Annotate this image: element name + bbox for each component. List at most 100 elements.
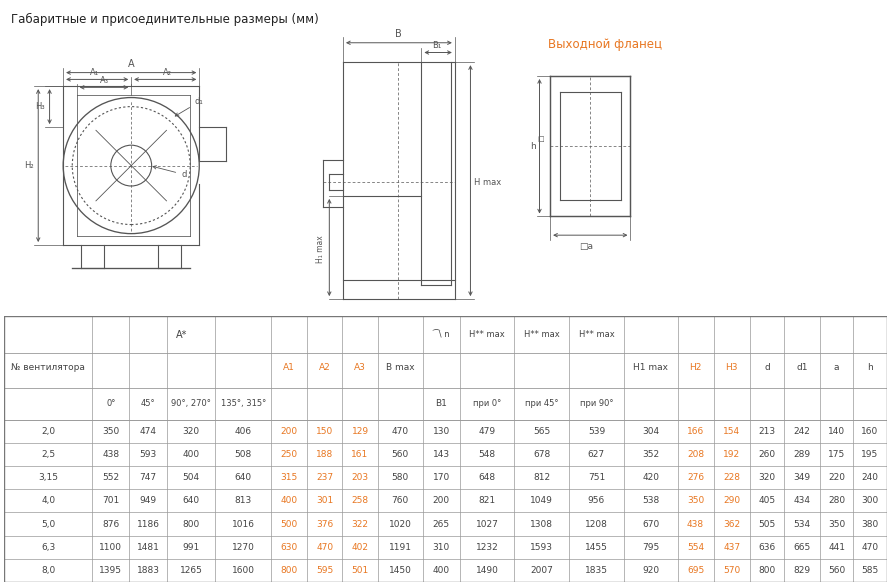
Text: 192: 192 <box>723 450 740 459</box>
Text: 438: 438 <box>687 519 704 529</box>
Text: 1600: 1600 <box>232 566 255 575</box>
Text: 1208: 1208 <box>585 519 608 529</box>
Text: 695: 695 <box>687 566 704 575</box>
Text: 580: 580 <box>391 473 409 482</box>
Text: A₃: A₃ <box>100 76 109 85</box>
Text: B1: B1 <box>435 399 447 408</box>
Text: d₁: d₁ <box>176 97 203 116</box>
Text: 701: 701 <box>102 497 119 505</box>
Text: A3: A3 <box>354 363 366 372</box>
Text: 554: 554 <box>687 543 704 552</box>
Text: 1265: 1265 <box>180 566 202 575</box>
Text: 405: 405 <box>758 497 775 505</box>
Text: 920: 920 <box>642 566 659 575</box>
Text: 195: 195 <box>862 450 879 459</box>
Text: d: d <box>764 363 770 372</box>
Text: 6,3: 6,3 <box>41 543 55 552</box>
Text: 352: 352 <box>642 450 659 459</box>
Text: 508: 508 <box>234 450 252 459</box>
Text: 1450: 1450 <box>388 566 412 575</box>
Text: H2: H2 <box>690 363 702 372</box>
Text: 678: 678 <box>533 450 551 459</box>
Text: 434: 434 <box>794 497 811 505</box>
Text: H** max: H** max <box>578 330 614 339</box>
Text: 821: 821 <box>478 497 495 505</box>
Text: № вентилятора: № вентилятора <box>12 363 86 372</box>
Text: H3: H3 <box>725 363 738 372</box>
Text: 175: 175 <box>828 450 846 459</box>
Text: 237: 237 <box>316 473 333 482</box>
Text: 949: 949 <box>140 497 157 505</box>
Text: 304: 304 <box>642 427 659 436</box>
Text: H₂: H₂ <box>24 161 34 170</box>
Text: 627: 627 <box>588 450 605 459</box>
Text: 800: 800 <box>758 566 775 575</box>
Text: 1835: 1835 <box>584 566 608 575</box>
Text: при 45°: при 45° <box>525 399 559 408</box>
Text: 1186: 1186 <box>136 519 159 529</box>
Text: 1049: 1049 <box>530 497 553 505</box>
Text: 795: 795 <box>642 543 659 552</box>
Text: 406: 406 <box>234 427 252 436</box>
Text: 505: 505 <box>758 519 775 529</box>
Text: h: h <box>530 142 535 151</box>
Text: 665: 665 <box>793 543 811 552</box>
Text: 290: 290 <box>723 497 740 505</box>
Text: 470: 470 <box>862 543 879 552</box>
Text: 3,15: 3,15 <box>38 473 59 482</box>
Text: 812: 812 <box>533 473 551 482</box>
Text: 161: 161 <box>351 450 369 459</box>
Text: 170: 170 <box>432 473 450 482</box>
Text: 552: 552 <box>102 473 119 482</box>
Text: 380: 380 <box>862 519 879 529</box>
Text: B: B <box>395 29 401 39</box>
Text: 362: 362 <box>723 519 740 529</box>
Text: H** max: H** max <box>524 330 560 339</box>
Text: 1020: 1020 <box>388 519 412 529</box>
Text: 560: 560 <box>828 566 846 575</box>
Text: 8,0: 8,0 <box>41 566 55 575</box>
Text: 400: 400 <box>281 497 298 505</box>
Text: 1100: 1100 <box>100 543 122 552</box>
Text: 301: 301 <box>316 497 333 505</box>
Text: 129: 129 <box>351 427 369 436</box>
Text: 534: 534 <box>794 519 811 529</box>
Text: H₃: H₃ <box>36 102 45 111</box>
Text: 800: 800 <box>183 519 200 529</box>
Text: 320: 320 <box>183 427 200 436</box>
Text: 265: 265 <box>432 519 450 529</box>
Text: 200: 200 <box>281 427 298 436</box>
Text: A₂: A₂ <box>163 68 172 77</box>
Text: 200: 200 <box>432 497 450 505</box>
Text: d: d <box>153 166 186 179</box>
Text: 760: 760 <box>391 497 409 505</box>
Text: 400: 400 <box>183 450 200 459</box>
Text: 2,0: 2,0 <box>41 427 55 436</box>
Text: 400: 400 <box>432 566 450 575</box>
Text: 160: 160 <box>862 427 879 436</box>
Text: Габаритные и присоединительные размеры (мм): Габаритные и присоединительные размеры (… <box>11 13 318 26</box>
Text: 0°: 0° <box>106 399 116 408</box>
Text: 474: 474 <box>140 427 157 436</box>
Text: 640: 640 <box>234 473 252 482</box>
Text: h: h <box>867 363 873 372</box>
Text: H1 max: H1 max <box>634 363 668 372</box>
Text: 220: 220 <box>829 473 846 482</box>
Text: 1395: 1395 <box>100 566 122 575</box>
Text: 322: 322 <box>352 519 369 529</box>
Text: 585: 585 <box>862 566 879 575</box>
Text: B₁: B₁ <box>432 41 442 50</box>
Text: 2007: 2007 <box>530 566 553 575</box>
Text: при 0°: при 0° <box>473 399 501 408</box>
Text: 349: 349 <box>794 473 811 482</box>
Text: 250: 250 <box>281 450 298 459</box>
Text: 504: 504 <box>183 473 200 482</box>
Text: 4,0: 4,0 <box>41 497 55 505</box>
Text: 670: 670 <box>642 519 659 529</box>
Text: 570: 570 <box>723 566 740 575</box>
Text: 538: 538 <box>642 497 659 505</box>
Text: B max: B max <box>386 363 414 372</box>
Text: H** max: H** max <box>470 330 505 339</box>
Text: 640: 640 <box>183 497 200 505</box>
Text: 289: 289 <box>794 450 811 459</box>
